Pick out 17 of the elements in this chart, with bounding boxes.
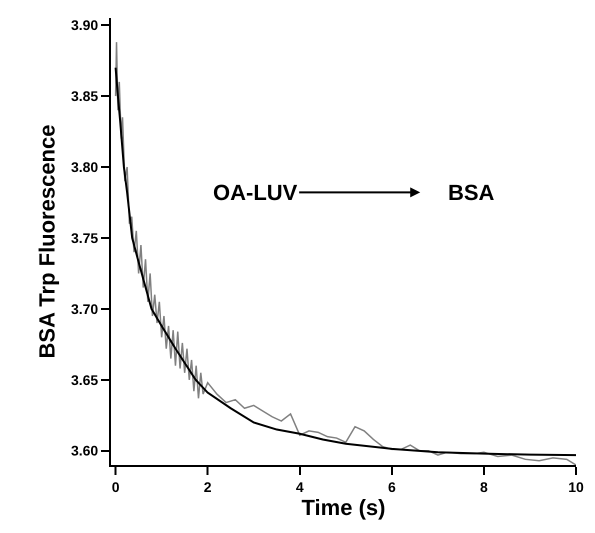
y-axis-title: BSA Trp Fluorescence [34, 124, 60, 358]
x-tick-label: 2 [204, 478, 212, 495]
x-tick-label: 8 [480, 478, 488, 495]
y-tick-label: 3.85 [70, 88, 98, 104]
y-tick-label: 3.75 [70, 230, 98, 246]
y-tick-label: 3.70 [70, 300, 98, 317]
annotation: BSA [448, 180, 495, 205]
x-tick-label: 4 [296, 478, 304, 495]
y-tick-label: 3.80 [70, 158, 98, 175]
x-axis-title: Time (s) [302, 495, 386, 520]
x-tick-label: 6 [388, 478, 396, 495]
y-tick-label: 3.65 [70, 372, 98, 388]
annotation: OA-LUV [213, 180, 298, 205]
y-tick-label: 3.90 [70, 17, 98, 33]
x-tick-label: 0 [112, 478, 120, 495]
y-tick-label: 3.60 [70, 442, 98, 459]
x-tick-label: 10 [568, 478, 584, 495]
